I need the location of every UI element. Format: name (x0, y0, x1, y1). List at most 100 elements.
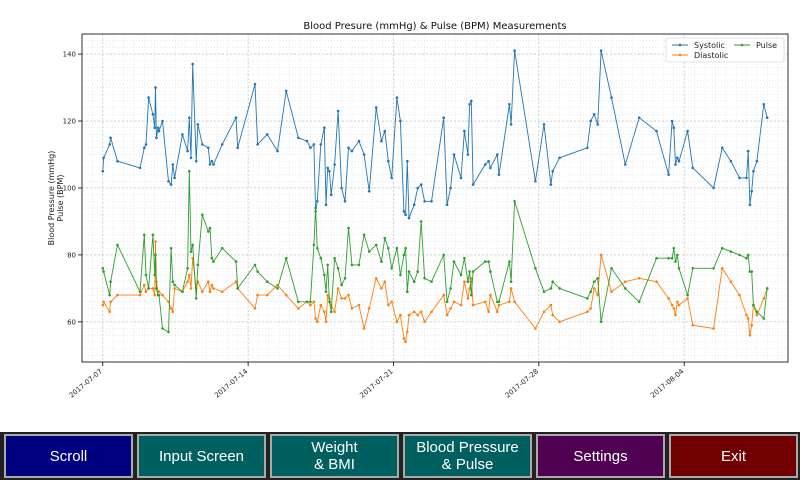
pulse-point (316, 246, 319, 250)
pulse-point (404, 246, 407, 250)
systolic-point (508, 103, 511, 106)
pulse-point (752, 303, 755, 307)
pulse-point (672, 246, 676, 250)
pulse-point (748, 270, 752, 273)
systolic-point (188, 116, 191, 119)
legend-box (665, 37, 785, 63)
diastolic-point (442, 293, 446, 297)
systolic-point (423, 200, 426, 203)
systolic-point (399, 119, 402, 123)
weight-bmi-button[interactable]: Weight & BMI (270, 434, 399, 478)
button-bar: Scroll Input Screen Weight & BMI Blood Pres… (0, 432, 800, 480)
systolic-point (755, 159, 759, 163)
systolic-point (336, 109, 340, 113)
diastolic-point (380, 287, 383, 290)
pulse-point (468, 270, 471, 273)
systolic-point (558, 156, 561, 160)
y-tick-label: 60 (67, 318, 76, 326)
systolic-point (720, 146, 724, 150)
systolic-point (468, 103, 471, 106)
systolic-point (236, 146, 239, 150)
pulse-point (220, 246, 224, 250)
systolic-point (746, 149, 750, 153)
plot-frame (81, 33, 789, 363)
pulse-point (144, 273, 148, 277)
diastolic-point (452, 300, 456, 304)
diastolic-point (720, 267, 724, 270)
pulse-point (151, 233, 155, 237)
systolic-point (670, 119, 674, 123)
diastolic-point (712, 327, 715, 330)
pulse-point (586, 297, 589, 300)
systolic-point (156, 126, 160, 129)
pulse-point (395, 246, 399, 250)
diastolic-point (108, 310, 111, 314)
diastolic-point (407, 313, 411, 317)
diastolic-point (534, 327, 537, 330)
pulse-point (674, 260, 677, 263)
diastolic-point (256, 293, 259, 297)
pulse-point (423, 277, 426, 280)
pulse-point (191, 243, 194, 247)
diastolic-point (746, 317, 750, 320)
pulse-point (729, 250, 733, 253)
systolic-point (442, 116, 446, 119)
exit-button[interactable]: Exit (669, 434, 798, 478)
pulse-point (367, 250, 371, 253)
diastolic-point (347, 293, 350, 297)
diastolic-point (449, 307, 452, 310)
pulse-point (406, 290, 409, 294)
systolic-point (138, 166, 142, 170)
systolic-point (509, 123, 513, 126)
pulse-point (720, 246, 724, 250)
blood-pressure-pulse-button[interactable]: Blood Pressure & Pulse (403, 434, 532, 478)
pulse-point (637, 300, 641, 304)
pulse-point (655, 256, 658, 260)
systolic-point (592, 113, 596, 116)
diastolic-point (419, 310, 423, 314)
systolic-point (549, 183, 553, 186)
settings-button[interactable]: Settings (536, 434, 665, 478)
diastolic-point (445, 313, 449, 317)
diastolic-point (655, 280, 658, 284)
pulse-point (312, 243, 316, 247)
systolic-point (340, 186, 343, 190)
pulse-point (188, 169, 191, 173)
pulse-point (387, 246, 390, 250)
systolic-point (343, 200, 347, 203)
pulse-point (542, 290, 546, 294)
diastolic-point (406, 330, 409, 334)
systolic-point (305, 139, 309, 143)
pulse-point (589, 290, 592, 294)
pulse-point (390, 267, 394, 270)
diastolic-point (138, 293, 142, 297)
diastolic-point (309, 303, 312, 307)
systolic-point (374, 106, 378, 109)
systolic-point (445, 203, 449, 206)
pulse-point (357, 263, 361, 267)
input-screen-button[interactable]: Input Screen (137, 434, 266, 478)
systolic-point (144, 143, 148, 146)
pulse-point (196, 263, 200, 267)
diastolic-point (430, 310, 433, 314)
legend-label-systolic: Systolic (694, 41, 725, 50)
diastolic-point (161, 293, 164, 297)
diastolic-point (102, 300, 105, 304)
pulse-point (154, 253, 157, 257)
systolic-point (201, 143, 204, 146)
systolic-point (470, 99, 473, 103)
pulse-point (549, 287, 553, 290)
systolic-point (402, 210, 406, 213)
pulse-point (745, 256, 748, 260)
pulse-point (712, 267, 715, 270)
diastolic-point (151, 287, 155, 290)
diastolic-point (404, 340, 407, 344)
scroll-button[interactable]: Scroll (4, 434, 133, 478)
pulse-point (470, 293, 473, 297)
pulse-point (350, 263, 354, 267)
diastolic-point (738, 293, 741, 297)
systolic-point (430, 200, 433, 203)
diastolic-point (220, 290, 224, 294)
systolic-point (210, 159, 214, 163)
systolic-point (323, 126, 326, 129)
